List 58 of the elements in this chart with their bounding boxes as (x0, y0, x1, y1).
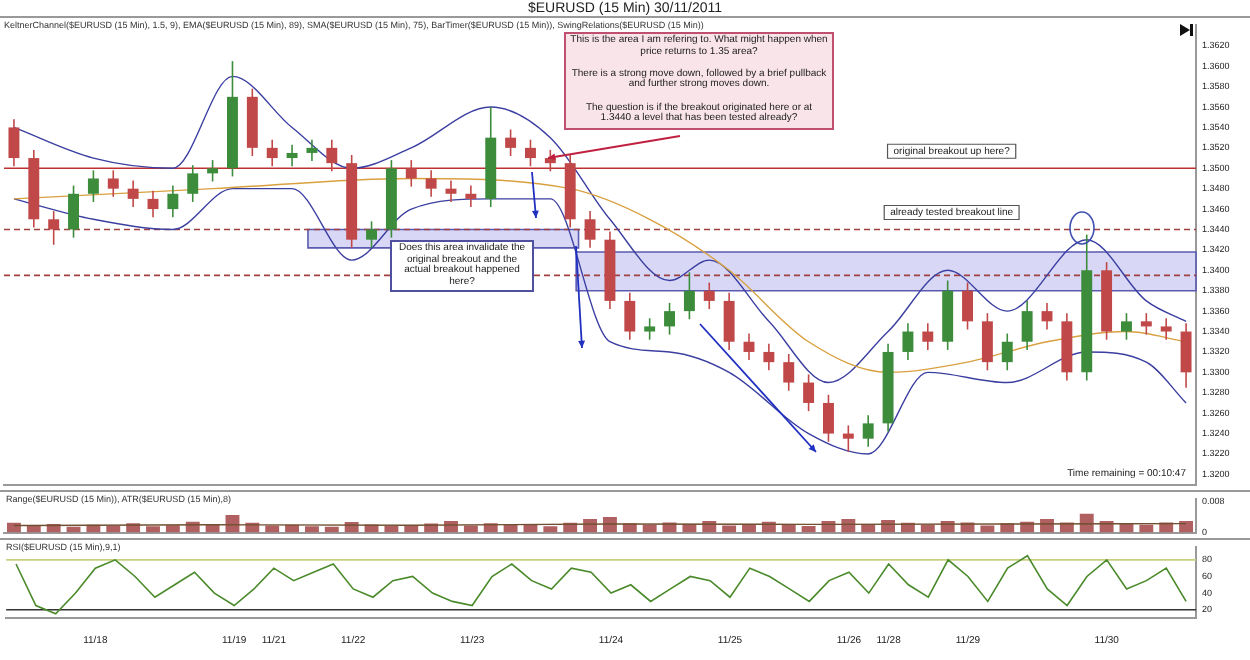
candlestick (783, 353, 795, 392)
bar (1179, 520, 1194, 533)
candlestick (902, 322, 914, 361)
candlestick (68, 184, 79, 239)
candlestick (107, 169, 119, 198)
candlestick (803, 373, 815, 412)
candlestick (405, 159, 417, 188)
candlestick (505, 128, 517, 157)
candlestick (664, 302, 675, 336)
bar (801, 525, 816, 533)
candlestick (266, 138, 278, 168)
candlestick (624, 291, 636, 341)
candlestick (187, 164, 199, 203)
candlestick (743, 332, 755, 361)
bar (304, 526, 319, 533)
candlestick (683, 271, 695, 321)
bar (920, 524, 935, 533)
bar (106, 525, 121, 533)
candlestick (842, 424, 854, 453)
candlestick (703, 281, 715, 310)
candlestick (48, 210, 60, 246)
candlestick (306, 138, 318, 162)
candlestick (1021, 300, 1033, 351)
candlestick (862, 414, 874, 448)
candlestick (167, 184, 179, 219)
candlestick (644, 317, 656, 341)
candlestick (1160, 317, 1172, 341)
candlestick (823, 394, 834, 443)
candlestick (207, 159, 219, 183)
candlestick (981, 312, 993, 372)
bar (642, 524, 657, 533)
candlestick (366, 220, 377, 249)
candlestick (465, 184, 477, 208)
line-series (13, 187, 1187, 455)
bar (384, 525, 399, 533)
bar (543, 526, 558, 533)
candlestick (922, 322, 934, 351)
candlestick (1180, 322, 1192, 389)
candlestick (147, 189, 159, 219)
candlestick (763, 342, 775, 372)
bar (503, 524, 518, 533)
candlestick (1001, 332, 1013, 372)
candlestick (87, 169, 99, 203)
candlestick (584, 210, 596, 249)
candlestick (425, 169, 437, 198)
candlestick (1121, 312, 1132, 341)
candlestick (127, 179, 139, 208)
candlestick (962, 281, 973, 331)
candlestick (8, 118, 20, 168)
candlestick (1041, 302, 1053, 331)
candlestick (723, 291, 735, 351)
bar (146, 526, 160, 533)
candlestick (286, 143, 298, 168)
candlestick (525, 138, 536, 168)
bar (781, 524, 796, 533)
candlestick (326, 138, 338, 173)
candlestick (1140, 312, 1152, 336)
bar (1139, 524, 1154, 533)
